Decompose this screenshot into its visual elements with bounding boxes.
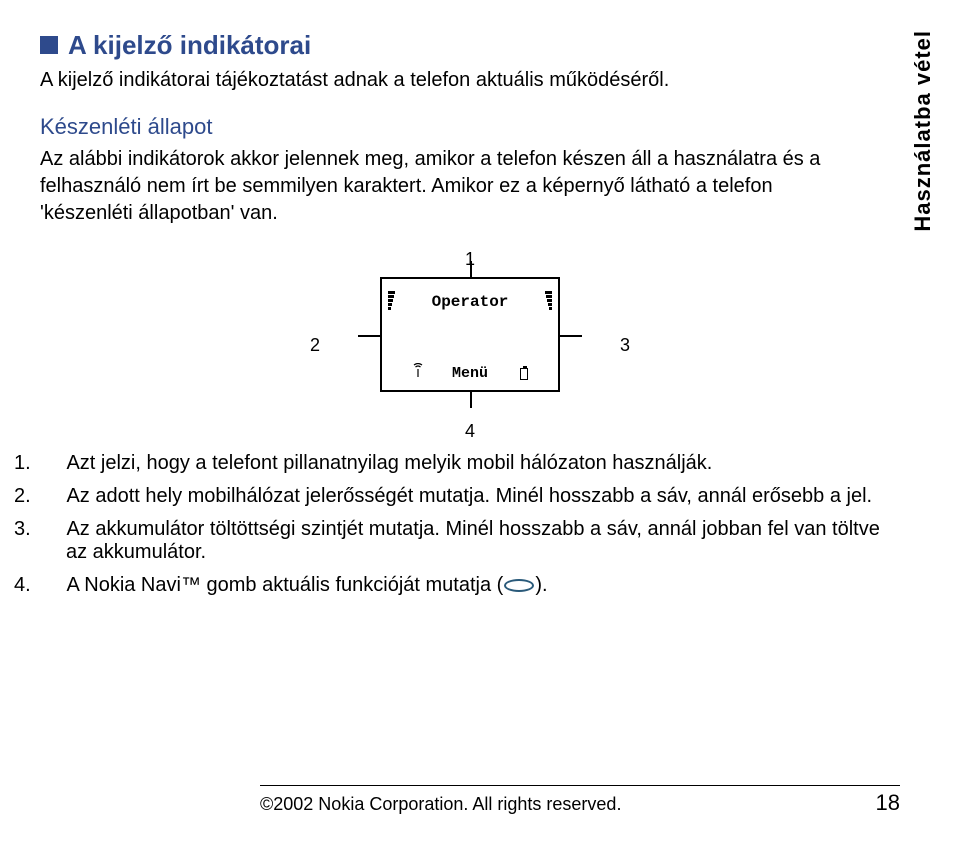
list-item: 1. Azt jelzi, hogy a telefont pillanatny… [40, 452, 900, 475]
phone-screen: Operator Menü [380, 277, 560, 392]
menu-label: Menü [382, 365, 558, 382]
section-bullet [40, 36, 58, 54]
diagram-num-2: 2 [310, 335, 320, 356]
signal-bar [388, 303, 392, 306]
side-label: Használatba vétel [910, 30, 936, 232]
signal-bar [388, 295, 394, 298]
list-item: 3. Az akkumulátor töltöttségi szintjét m… [40, 518, 900, 564]
diagram-num-3: 3 [620, 335, 630, 356]
battery-bar [549, 307, 552, 310]
battery-bar [547, 299, 552, 302]
list-num: 3. [40, 518, 62, 541]
list-num: 1. [40, 452, 62, 475]
battery-bar [546, 295, 552, 298]
battery-icon [520, 368, 528, 380]
page-number: 18 [876, 790, 900, 816]
intro-text: A kijelző indikátorai tájékoztatást adna… [40, 69, 900, 92]
signal-bars [388, 291, 395, 310]
battery-bars [545, 291, 552, 310]
operator-label: Operator [382, 279, 558, 311]
signal-bar [388, 307, 391, 310]
copyright: ©2002 Nokia Corporation. All rights rese… [260, 794, 621, 815]
tick-top [470, 261, 472, 279]
list-num: 4. [40, 574, 62, 597]
list-item: 4. A Nokia Navi™ gomb aktuális funkciójá… [40, 574, 900, 597]
tick-right [558, 335, 582, 337]
navi-key-icon [504, 579, 534, 592]
battery-bar [545, 291, 552, 294]
tick-left [358, 335, 382, 337]
indicator-list: 1. Azt jelzi, hogy a telefont pillanatny… [40, 452, 900, 597]
battery-bar [548, 303, 552, 306]
subheading: Készenléti állapot [40, 114, 900, 140]
signal-bar [388, 291, 395, 294]
heading: A kijelző indikátorai [68, 30, 311, 61]
footer: ©2002 Nokia Corporation. All rights rese… [0, 785, 960, 816]
phone-diagram: 1 2 3 4 Operator Menü [340, 277, 600, 392]
list-item: 2. Az adott hely mobilhálózat jelerősség… [40, 485, 900, 508]
body-text: Az alábbi indikátorok akkor jelennek meg… [40, 146, 840, 227]
signal-bar [388, 299, 393, 302]
diagram-num-4: 4 [465, 421, 475, 442]
tick-bottom [470, 390, 472, 408]
antenna-icon [412, 363, 424, 380]
list-num: 2. [40, 485, 62, 508]
